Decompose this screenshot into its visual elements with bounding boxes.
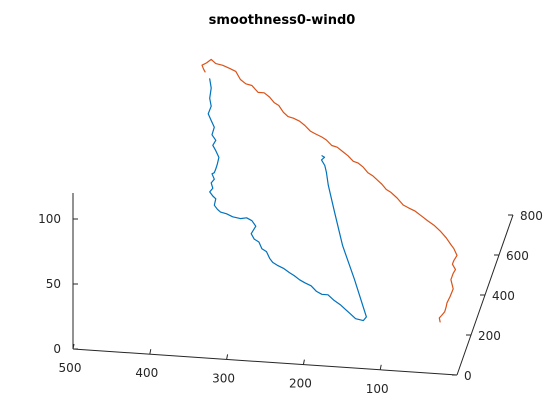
y-tick-label: 0 [464,369,472,383]
x-tick-label: 500 [59,361,82,375]
y-tick-label: 200 [478,329,501,343]
series-line-2 [201,58,458,323]
x-tick-label: 100 [366,382,389,396]
x-tick-mark [302,359,305,365]
ticks-group: 500 400 300 200 100 0 200 400 600 800 0 50 100 [38,209,543,396]
chart-title: smoothness0-wind0 [209,13,356,28]
z-tick-label: 0 [53,342,61,356]
x-tick-label: 400 [135,366,158,380]
x-tick-label: 300 [212,371,235,385]
x-axis-line [72,348,458,376]
z-tick-label: 50 [46,277,61,291]
z-tick-label: 100 [38,212,61,226]
plot-area [201,58,458,323]
y-tick-label: 600 [506,249,529,263]
x-tick-mark [379,364,382,370]
y-tick-label: 800 [520,209,543,223]
x-tick-mark [149,349,152,355]
x-tick-mark [72,343,75,350]
x-tick-label: 200 [289,377,312,391]
y-tick-label: 400 [492,289,515,303]
x-tick-mark [226,354,229,360]
series-line-1 [207,78,367,322]
